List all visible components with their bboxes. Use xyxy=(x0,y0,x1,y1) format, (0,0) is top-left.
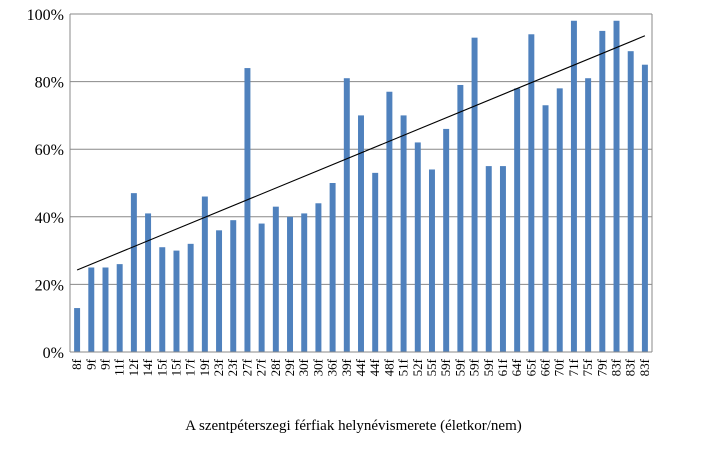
bar xyxy=(414,142,421,352)
x-tick-label: 9f xyxy=(97,358,112,370)
trendline xyxy=(76,35,646,271)
trendline-path xyxy=(76,35,646,271)
x-tick-label: 17f xyxy=(183,358,198,376)
y-tick-label: 40% xyxy=(35,210,64,227)
bar xyxy=(272,206,279,352)
bar xyxy=(244,68,251,352)
bar xyxy=(301,213,308,352)
x-tick-label: 65f xyxy=(523,358,538,376)
x-tick-label: 15f xyxy=(154,358,169,376)
x-tick-label: 79f xyxy=(594,358,609,376)
bar xyxy=(585,78,592,352)
x-tick-label: 27f xyxy=(254,358,269,376)
x-tick-labels: 8f 9f 9f 11f 12f 14f 15f 15f 17f 19f 23f 23f 27f 27f 2… xyxy=(69,358,652,376)
x-tick-label: 44f xyxy=(367,358,382,376)
chart-caption: A szentpéterszegi férfiak helynévismeret… xyxy=(185,418,522,434)
y-tick-label: 60% xyxy=(35,142,64,159)
x-tick-label: 27f xyxy=(239,358,254,376)
x-tick-label: 64f xyxy=(509,358,524,376)
bar xyxy=(485,166,492,352)
bar xyxy=(372,172,379,352)
bar xyxy=(641,64,648,352)
bar xyxy=(329,183,336,352)
bar xyxy=(116,264,123,352)
bar xyxy=(287,216,294,352)
bar xyxy=(457,84,464,352)
bar xyxy=(343,78,350,352)
bar xyxy=(443,128,450,352)
x-tick-label: 15f xyxy=(168,358,183,376)
x-tick-label: 59f xyxy=(467,358,482,376)
x-tick-label: 83f xyxy=(637,358,652,376)
y-tick-label: 20% xyxy=(35,277,64,294)
x-tick-label: 48f xyxy=(381,358,396,376)
x-tick-label: 8f xyxy=(69,358,84,370)
bar xyxy=(187,243,194,352)
x-tick-label: 70f xyxy=(552,358,567,376)
bar xyxy=(130,193,137,352)
bar xyxy=(471,37,478,352)
x-tick-label: 39f xyxy=(339,358,354,376)
bar xyxy=(400,115,407,353)
bar xyxy=(514,88,521,353)
bar xyxy=(88,267,95,352)
bar xyxy=(230,220,237,352)
x-tick-label: 14f xyxy=(140,358,155,376)
x-tick-label: 71f xyxy=(566,358,581,376)
y-tick-label: 0% xyxy=(43,345,64,362)
bar xyxy=(599,30,606,353)
bar xyxy=(216,230,223,352)
bars xyxy=(74,20,648,353)
x-tick-label: 29f xyxy=(282,358,297,376)
x-tick-label: 12f xyxy=(126,358,141,376)
bar xyxy=(499,166,506,352)
y-tick-label: 80% xyxy=(35,75,64,92)
x-tick-label: 55f xyxy=(424,358,439,376)
x-tick-label: 30f xyxy=(296,358,311,376)
bar-chart: 0%20%40%60%80%100% 8f 9f 9f 11f 12f 14f 15f 15f… xyxy=(27,7,653,376)
bar xyxy=(258,223,265,352)
x-tick-label: 44f xyxy=(353,358,368,376)
bar xyxy=(159,247,166,352)
x-tick-label: 51f xyxy=(396,358,411,376)
bar xyxy=(528,34,535,352)
axes xyxy=(69,14,653,353)
x-tick-label: 19f xyxy=(197,358,212,376)
bar xyxy=(102,267,109,352)
x-tick-label: 28f xyxy=(268,358,283,376)
bar xyxy=(570,20,577,352)
bar xyxy=(201,196,208,352)
x-tick-label: 59f xyxy=(438,358,453,376)
x-tick-label: 83f xyxy=(609,358,624,376)
x-tick-label: 61f xyxy=(495,358,510,376)
x-tick-label: 23f xyxy=(211,358,226,376)
bar xyxy=(556,88,563,353)
bar xyxy=(428,169,435,352)
x-tick-label: 11f xyxy=(112,358,127,376)
bar xyxy=(173,250,180,352)
bar xyxy=(315,203,322,352)
bar xyxy=(542,105,549,352)
bar xyxy=(386,91,393,353)
bar xyxy=(627,51,634,353)
x-tick-label: 52f xyxy=(410,358,425,376)
x-tick-label: 36f xyxy=(325,358,340,376)
x-tick-label: 30f xyxy=(310,358,325,376)
bar xyxy=(74,308,81,352)
bar xyxy=(145,213,152,352)
x-tick-label: 59f xyxy=(452,358,467,376)
x-tick-label: 23f xyxy=(225,358,240,376)
x-tick-label: 75f xyxy=(580,358,595,376)
bar xyxy=(358,115,364,353)
y-tick-label: 100% xyxy=(27,7,64,24)
x-tick-label: 66f xyxy=(538,358,553,376)
bar xyxy=(613,20,620,352)
y-tick-labels: 0% 20% 40% 60% 80% 100% xyxy=(27,7,64,362)
x-tick-label: 9f xyxy=(83,358,98,370)
x-tick-label: 59f xyxy=(481,358,496,376)
x-tick-label: 83f xyxy=(623,358,638,376)
